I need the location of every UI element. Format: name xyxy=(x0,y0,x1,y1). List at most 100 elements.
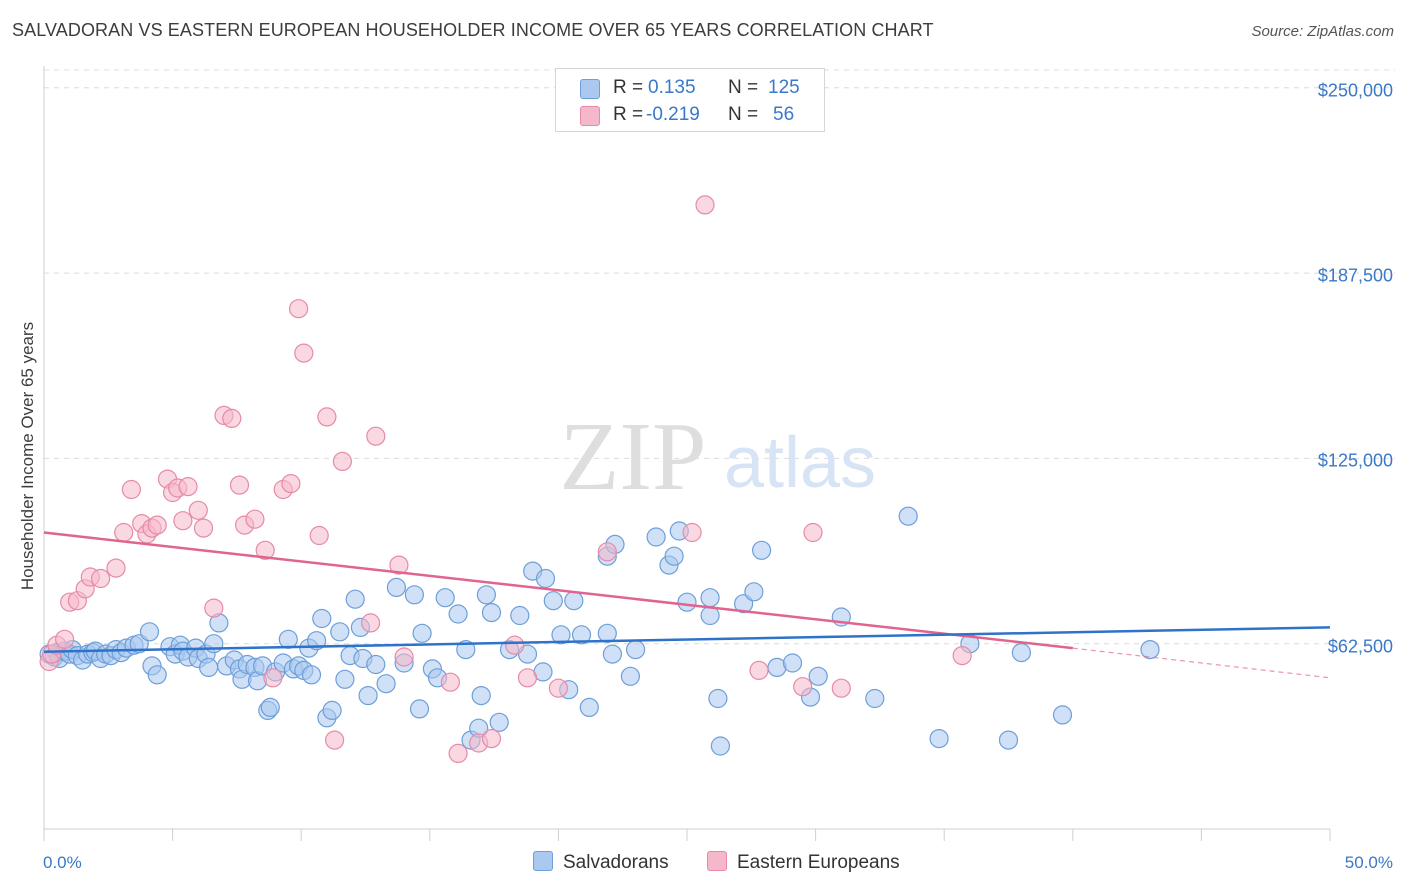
eastern-european-point xyxy=(952,645,972,666)
salvadoran-point xyxy=(456,639,476,660)
eastern-european-point xyxy=(294,343,314,363)
x-tick-label-max: 50.0% xyxy=(1344,853,1393,872)
eastern-european-point xyxy=(114,522,134,543)
salvadoran-point xyxy=(625,639,646,660)
salvadoran-point xyxy=(751,540,772,560)
r-value: 0.135 xyxy=(648,77,696,98)
legend-swatch-eastern-europeans xyxy=(707,851,727,871)
salvadoran-point xyxy=(489,712,509,732)
y-tick-label: $125,000 xyxy=(1317,450,1393,471)
eastern-european-point xyxy=(366,426,386,446)
eastern-european-point xyxy=(178,477,198,497)
series-legend: Salvadorans Eastern Europeans xyxy=(0,851,1406,877)
salvadoran-point xyxy=(744,582,764,602)
salvadoran-point xyxy=(865,688,885,709)
eastern-european-point xyxy=(682,522,702,543)
legend-label-eastern-europeans: Eastern Europeans xyxy=(737,852,900,873)
salvadoran-point xyxy=(551,625,571,645)
grid-lines xyxy=(44,69,1395,645)
n-label: N = xyxy=(728,104,759,125)
salvadoran-point xyxy=(710,736,731,756)
source-label: Source: ZipAtlas.com xyxy=(1251,23,1394,40)
salvadoran-point xyxy=(278,629,298,649)
r-label: R = xyxy=(613,104,644,125)
salvadoran-point xyxy=(1052,705,1073,725)
eastern-european-point xyxy=(263,668,283,688)
eastern-european-point xyxy=(121,479,141,500)
salvadoran-point xyxy=(597,623,617,643)
salvadorans-trend-line xyxy=(43,626,1331,653)
salvadoran-point xyxy=(998,730,1019,750)
salvadoran-point xyxy=(664,546,684,566)
n-value: 56 xyxy=(773,104,795,125)
watermark-zip: ZIP xyxy=(560,403,707,511)
salvadoran-point xyxy=(1011,642,1032,663)
salvadoran-point xyxy=(620,666,641,686)
salvadoran-point xyxy=(782,653,803,673)
eastern-european-point xyxy=(517,668,538,688)
eastern-european-point xyxy=(245,509,265,529)
eastern-european-point xyxy=(204,598,224,618)
legend-item-eastern-europeans[interactable]: Eastern Europeans xyxy=(707,851,900,874)
salvadoran-point xyxy=(543,591,563,611)
salvadoran-point xyxy=(646,527,666,547)
eastern-european-point xyxy=(222,408,242,428)
salvadoran-point xyxy=(404,585,424,605)
eastern-european-point xyxy=(448,743,468,764)
salvadoran-point xyxy=(409,699,430,719)
salvadoran-point xyxy=(301,665,322,685)
salvadoran-point xyxy=(312,608,332,629)
eastern-european-point xyxy=(309,525,329,546)
salvadoran-point xyxy=(535,568,556,589)
salvadoran-point xyxy=(366,654,386,675)
salvadoran-point xyxy=(435,588,455,608)
r-label: R = xyxy=(613,77,644,98)
legend-swatch-salvadorans xyxy=(533,851,553,871)
eastern-european-point xyxy=(440,672,460,692)
salvadoran-point xyxy=(564,591,584,611)
salvadoran-point xyxy=(204,634,224,654)
salvadoran-point xyxy=(510,605,530,626)
eastern-european-point xyxy=(831,678,851,698)
salvadoran-point xyxy=(260,697,280,718)
eastern-european-point xyxy=(361,613,381,633)
eastern-european-point xyxy=(317,407,337,427)
legend-row-eastern-europeans: R = -0.219 N = 56 xyxy=(556,101,824,129)
legend-item-salvadorans[interactable]: Salvadorans xyxy=(533,851,669,874)
salvadoran-point xyxy=(412,623,432,643)
salvadoran-point xyxy=(808,666,828,686)
salvadoran-point xyxy=(322,700,342,721)
eastern-european-point xyxy=(548,678,569,698)
salvadoran-point xyxy=(476,585,496,605)
salvadoran-point xyxy=(330,622,350,642)
salvadoran-point xyxy=(199,657,219,678)
salvadoran-point xyxy=(677,592,697,612)
y-tick-label: $250,000 xyxy=(1317,80,1393,101)
eastern-european-point xyxy=(255,540,275,560)
salvadoran-point xyxy=(602,644,623,664)
r-value: -0.219 xyxy=(646,104,700,125)
y-tick-label: $62,500 xyxy=(1327,636,1393,657)
salvadoran-point xyxy=(345,589,365,609)
eastern-european-point xyxy=(173,511,193,531)
salvadoran-point xyxy=(147,665,167,685)
n-value: 125 xyxy=(768,77,800,98)
correlation-legend: R = 0.135 N = 125 R = -0.219 N = 56 xyxy=(555,68,825,132)
eastern-european-point xyxy=(749,660,769,681)
eastern-european-point xyxy=(289,299,309,319)
eastern-european-point xyxy=(54,629,75,649)
axes xyxy=(43,66,1331,841)
eastern-european-point xyxy=(332,451,352,471)
legend-swatch-salvadorans xyxy=(580,79,600,99)
salvadoran-point xyxy=(481,602,502,623)
eastern-european-point xyxy=(505,635,525,655)
eastern-europeans-points xyxy=(39,195,972,764)
eastern-european-point xyxy=(188,500,208,520)
salvadoran-point xyxy=(898,506,918,526)
eastern-european-point xyxy=(229,475,250,495)
eastern-european-point xyxy=(325,730,345,750)
eastern-european-point xyxy=(106,558,126,578)
salvadoran-point xyxy=(358,685,378,706)
eastern-european-point xyxy=(389,555,409,575)
